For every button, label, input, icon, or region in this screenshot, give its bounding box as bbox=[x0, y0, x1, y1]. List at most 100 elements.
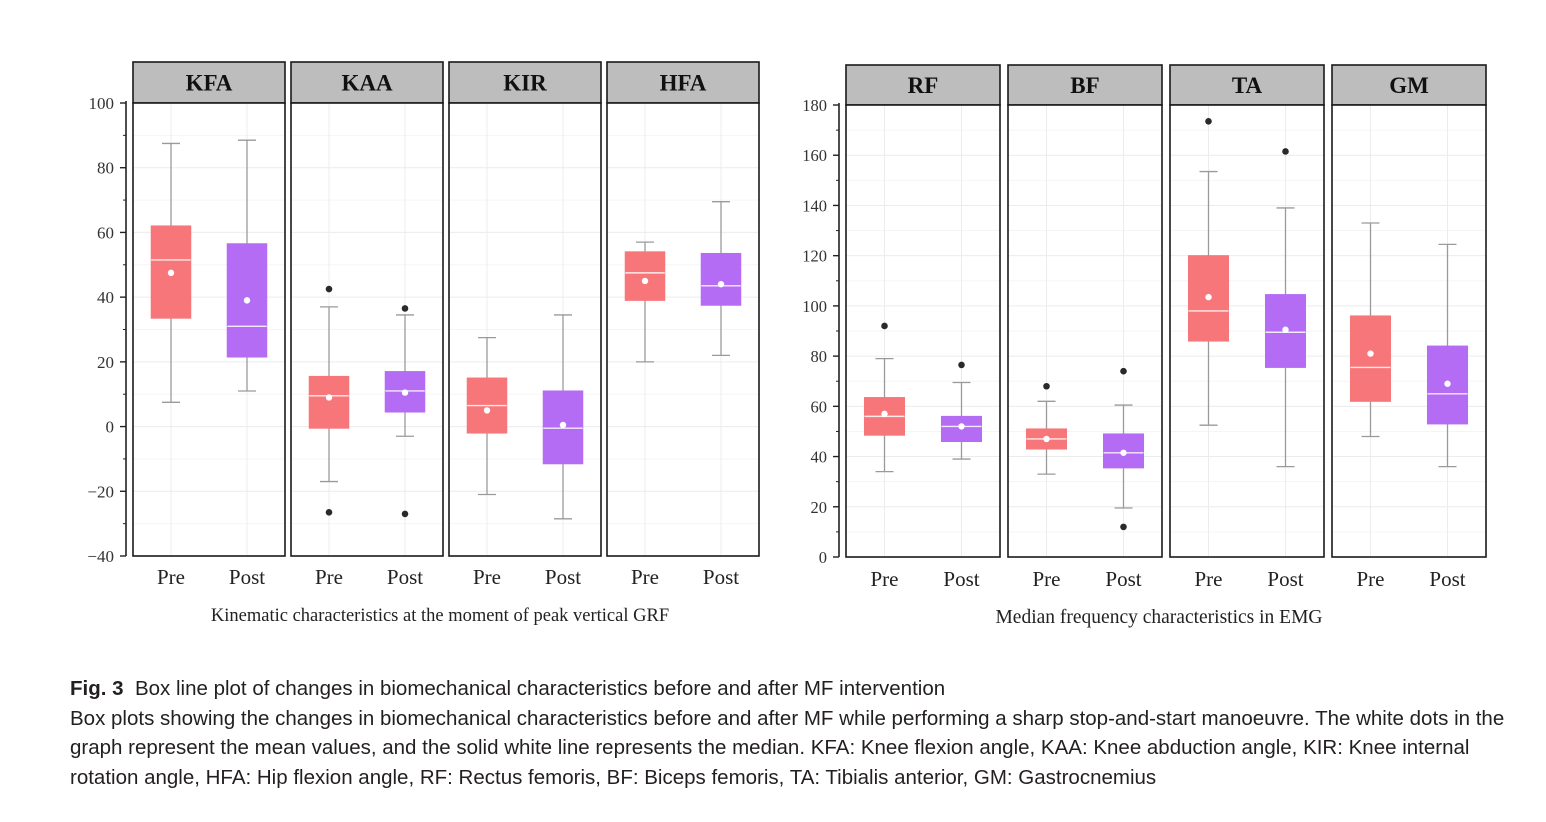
panel-strip bbox=[606, 61, 760, 104]
box-ta-pre bbox=[1187, 118, 1230, 426]
box-kaa-post bbox=[384, 305, 426, 518]
mean-dot bbox=[1043, 435, 1050, 443]
box-kir-post bbox=[542, 314, 584, 520]
box-body bbox=[308, 375, 350, 429]
panel-kir: KIR Pre Post bbox=[448, 61, 602, 589]
panel-border bbox=[606, 102, 760, 557]
caption-title: Box line plot of changes in biomechanica… bbox=[134, 677, 946, 700]
mean-dot bbox=[1367, 350, 1374, 357]
y-tick-label: 0 bbox=[106, 418, 115, 437]
outlier-point bbox=[958, 361, 965, 369]
x-axis-title: Median frequency characteristics in EMG bbox=[995, 607, 1322, 628]
y-tick-label: 20 bbox=[811, 498, 828, 517]
panel-border bbox=[1169, 104, 1325, 558]
box-kfa-post bbox=[226, 139, 268, 392]
mean-dot bbox=[958, 423, 965, 430]
y-tick-label: 20 bbox=[97, 353, 114, 372]
outlier-point bbox=[1205, 118, 1212, 125]
box-body bbox=[624, 251, 666, 301]
x-category-label: Post bbox=[1429, 567, 1465, 591]
caption-heading: Fig. 3 Box line plot of changes in biome… bbox=[70, 674, 1520, 704]
box-gm-post bbox=[1426, 243, 1469, 468]
x-category-label: Post bbox=[387, 565, 423, 589]
panel-ta: TA Pre Post bbox=[1169, 64, 1325, 591]
y-tick-label: 60 bbox=[97, 223, 114, 242]
mean-dot bbox=[483, 407, 491, 414]
outlier-point bbox=[1043, 382, 1050, 390]
mean-dot bbox=[401, 389, 409, 396]
box-gm-pre bbox=[1349, 222, 1392, 438]
panel-hfa: HFA Pre Post bbox=[606, 61, 760, 589]
mean-dot bbox=[325, 394, 333, 401]
caption-body: Box plots showing the changes in biomech… bbox=[70, 706, 1505, 789]
x-category-label: Pre bbox=[1033, 567, 1061, 591]
panel-border bbox=[845, 104, 1001, 558]
mean-dot bbox=[167, 269, 175, 277]
mean-dot bbox=[559, 421, 567, 429]
y-tick-label: 80 bbox=[811, 347, 828, 366]
panel-border bbox=[290, 102, 444, 557]
x-category-label: Pre bbox=[1357, 567, 1385, 591]
panel-strip-label: GM bbox=[1389, 73, 1429, 98]
chart-2: 0 20 40 60 80 100 120 140 160 180 RF Pre Post BF Pre Po… bbox=[802, 64, 1487, 628]
y-tick-label: 140 bbox=[802, 196, 827, 215]
panel-strip-label: HFA bbox=[660, 71, 707, 96]
box-kaa-pre bbox=[308, 285, 350, 516]
x-category-label: Pre bbox=[1195, 567, 1223, 591]
mean-dot bbox=[717, 281, 725, 288]
y-tick-label: 40 bbox=[97, 288, 114, 307]
y-tick-label: 100 bbox=[802, 297, 827, 316]
panel-strip-label: RF bbox=[908, 73, 939, 98]
panel-strip bbox=[448, 61, 602, 104]
box-ta-post bbox=[1264, 148, 1307, 468]
x-category-label: Post bbox=[703, 565, 739, 589]
panel-border bbox=[1331, 104, 1487, 558]
y-tick-label: 40 bbox=[811, 448, 828, 467]
panel-gm: GM Pre Post bbox=[1331, 64, 1487, 591]
x-category-label: Post bbox=[1105, 567, 1141, 591]
panel-kfa: KFA Pre Post bbox=[132, 61, 286, 589]
x-category-label: Pre bbox=[871, 567, 899, 591]
outlier-point bbox=[1120, 523, 1127, 531]
panel-strip-label: TA bbox=[1232, 73, 1263, 98]
y-tick-label: 60 bbox=[811, 397, 828, 416]
mean-dot bbox=[1205, 293, 1212, 301]
outlier-point bbox=[325, 285, 333, 293]
box-body bbox=[384, 371, 426, 413]
x-category-label: Pre bbox=[473, 565, 501, 589]
x-axis-title: Kinematic characteristics at the moment … bbox=[211, 606, 669, 626]
mean-dot bbox=[243, 297, 251, 304]
box-kfa-pre bbox=[150, 142, 192, 403]
y-tick-label: −20 bbox=[87, 482, 114, 501]
x-category-label: Pre bbox=[157, 565, 185, 589]
x-category-label: Post bbox=[1267, 567, 1303, 591]
panel-border bbox=[1007, 104, 1163, 558]
x-category-label: Post bbox=[943, 567, 979, 591]
panel-strip-label: KIR bbox=[503, 71, 547, 96]
panel-border bbox=[448, 102, 602, 557]
panel-strip-label: BF bbox=[1070, 73, 1099, 98]
panel-rf: RF Pre Post bbox=[845, 64, 1001, 591]
mean-dot bbox=[641, 277, 649, 285]
mean-dot bbox=[1120, 449, 1127, 456]
panel-strip bbox=[290, 61, 444, 104]
y-tick-label: 100 bbox=[89, 94, 115, 113]
y-tick-label: 160 bbox=[802, 146, 827, 165]
box-bf-post bbox=[1102, 367, 1145, 531]
y-tick-label: 180 bbox=[802, 96, 827, 115]
outlier-point bbox=[1120, 367, 1127, 375]
panel-strip bbox=[1007, 64, 1163, 106]
outlier-point bbox=[1282, 148, 1289, 155]
panel-strip-label: KFA bbox=[186, 71, 233, 96]
box-body bbox=[1264, 294, 1307, 368]
panel-bf: BF Pre Post bbox=[1007, 64, 1163, 591]
box-rf-post bbox=[940, 361, 983, 460]
x-category-label: Pre bbox=[631, 565, 659, 589]
outlier-point bbox=[401, 305, 409, 312]
box-hfa-pre bbox=[624, 241, 666, 363]
outlier-point bbox=[881, 322, 888, 330]
box-body bbox=[700, 252, 742, 306]
box-rf-pre bbox=[863, 322, 906, 473]
y-tick-label: 120 bbox=[802, 247, 827, 266]
